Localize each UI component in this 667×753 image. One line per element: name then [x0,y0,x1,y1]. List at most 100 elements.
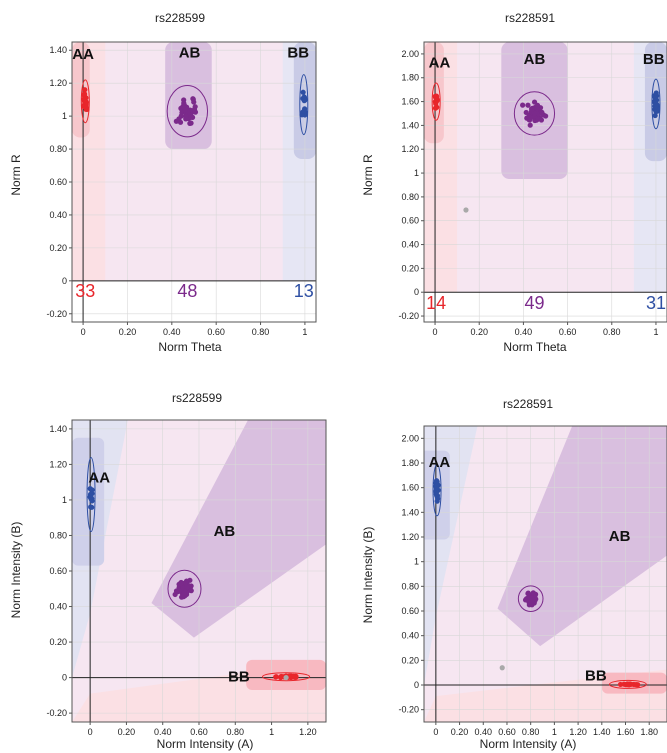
x-tick-label: 0.60 [559,327,577,337]
y-tick-label: 1.20 [49,459,67,469]
data-point-ab [528,595,535,601]
data-point-aa [432,105,439,111]
x-tick-label: 0.20 [118,727,136,737]
chart-title: rs228599 [172,391,222,405]
plot-area [71,41,317,323]
cluster-ellipse-aa [86,457,96,533]
data-point-bb [652,112,658,119]
cluster-label-aa: AA [429,454,451,471]
cluster-ellipse-bb [608,679,647,689]
y-tick-label: 0.60 [49,566,67,576]
x-axis-label: Norm Theta [503,340,566,354]
ab-wedge [497,426,667,647]
data-point-ab [539,109,545,115]
data-point-ab [523,109,529,116]
cluster-ellipse-ab [167,569,202,608]
data-point-bb [292,674,298,680]
data-point-ab [182,107,188,113]
data-point-ab [176,588,182,594]
cluster-plot-bottom-left: rs228599 Norm Intensity (A) Norm Intensi… [9,391,327,751]
x-tick-label: 0 [433,327,438,337]
data-point-bb [300,89,306,95]
x-tick-label: 1 [653,327,658,337]
y-axis-label: Norm R [9,154,23,196]
data-point-ab [181,100,187,106]
data-point-aa [88,492,94,499]
cluster-count-aa: 14 [426,293,446,313]
cluster-plot-top-left: rs228599 Norm Theta Norm R AA 33 AB 48 BB 13 0… [9,11,317,354]
data-point-bb [633,682,639,688]
counts-strip [72,280,316,322]
x-tick-label: 0.60 [207,327,225,337]
y-tick-label: 0 [62,673,67,683]
data-point-aa [89,487,95,493]
data-point-ab [178,594,185,600]
cluster-label-ab: AB [524,51,546,68]
y-tick-label: 0.40 [49,602,67,612]
y-tick-label: 1 [62,111,67,121]
x-tick-label: 0.80 [252,327,270,337]
data-point-ab [534,102,541,108]
y-tick-label: 1.40 [401,120,419,130]
y-tick-label: 1 [62,495,67,505]
data-point-ab [173,118,179,124]
x-tick-label: 0.40 [475,727,493,737]
plot-frame [423,41,667,323]
y-tick-label: -0.20 [398,705,419,715]
y-tick-label: 0.80 [401,192,419,202]
y-tick-label: 0 [62,276,67,286]
data-point-aa [83,104,89,111]
x-tick-label: 1 [302,327,307,337]
x-tick-label: 0.20 [119,327,137,337]
x-tick-label: 1 [269,727,274,737]
y-tick-label: -0.20 [46,708,67,718]
y-tick-label: 0.20 [49,637,67,647]
data-point-ab [188,588,194,594]
data-point-ab [178,580,184,587]
plot-area [423,41,667,323]
plot-inner [72,420,326,722]
data-point-ab [527,122,533,128]
plot-inner [424,426,667,722]
y-tick-label: 0 [414,680,419,690]
data-point-ab [532,110,538,117]
cluster-label-aa: AA [429,54,451,71]
plot-inner [424,42,667,322]
data-point-bb [301,108,307,114]
data-point-ab [181,590,187,596]
x-tick-label: 0.60 [498,727,516,737]
y-tick-label: 0.20 [401,263,419,273]
x-tick-label: 1.20 [569,727,587,737]
x-tick-label: 1.20 [299,727,317,737]
outlier-point [283,674,289,681]
cluster-ellipse-bb [651,78,661,130]
data-point-aa [433,485,440,491]
x-tick-label: 1.80 [640,727,658,737]
x-tick-label: 0 [88,727,93,737]
x-axis-label: Norm Intensity (A) [480,737,577,751]
y-tick-label: 0.60 [401,606,419,616]
cluster-label-bb: BB [585,667,607,684]
cluster-ellipse-aa [80,79,90,124]
plot-area [423,425,667,723]
cluster-label-ab: AB [179,44,201,61]
data-point-ab [530,590,536,596]
y-tick-label: 1.60 [401,97,419,107]
y-tick-label: 0.20 [49,243,67,253]
data-point-ab [522,597,529,603]
x-tick-label: 0.40 [154,727,172,737]
cluster-label-aa: AA [88,470,110,487]
y-tick-label: 0.40 [49,210,67,220]
data-point-ab [192,109,199,115]
x-axis-label: Norm Intensity (A) [157,737,254,751]
data-point-aa [88,504,94,510]
cluster-ellipse-bb [299,74,309,136]
y-tick-label: 1.80 [401,458,419,468]
y-tick-label: 1.20 [401,532,419,542]
data-point-ab [183,578,190,584]
cluster-ellipse-aa [431,82,441,121]
data-point-aa [81,91,88,97]
cluster-ellipse-ab [517,585,544,612]
data-point-ab [525,102,531,108]
